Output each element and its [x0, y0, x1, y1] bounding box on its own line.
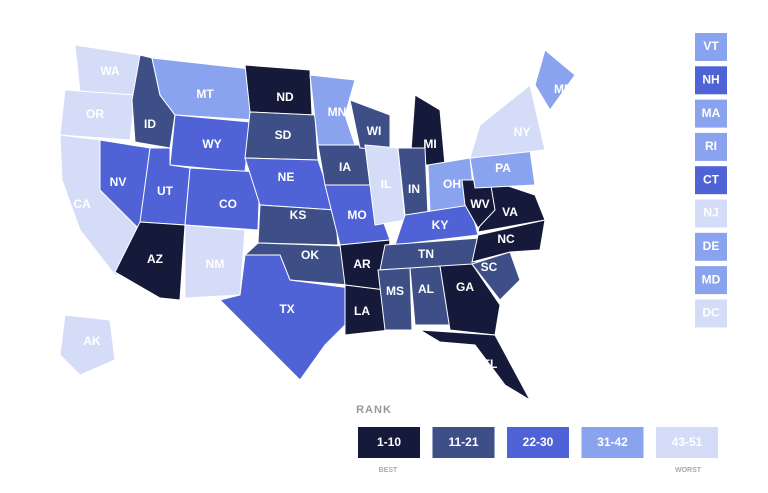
state-label: UT [157, 184, 174, 198]
state [257, 204, 339, 246]
small-state-label: RI [705, 139, 717, 153]
legend-swatch [358, 427, 420, 458]
state-label: MS [386, 284, 404, 298]
state [439, 263, 501, 336]
state-label: SD [275, 128, 292, 142]
state-label: FL [483, 357, 498, 371]
legend-worst: WORST [675, 467, 702, 474]
state [364, 144, 406, 226]
state-label: OR [86, 107, 104, 121]
state [309, 74, 356, 146]
state-label: NE [278, 170, 295, 184]
state-label: AL [418, 282, 434, 296]
state-label: CA [73, 197, 91, 211]
state-label: GA [456, 280, 474, 294]
state-label: NY [514, 125, 531, 139]
small-state-tile [695, 199, 727, 228]
state-label: ID [144, 117, 156, 131]
state-label: NM [206, 257, 225, 271]
legend-label: 43-51 [672, 435, 703, 449]
small-state-label: DC [702, 306, 720, 320]
state-label: MI [423, 137, 436, 151]
small-state-label: VT [703, 39, 719, 53]
state-label: IA [339, 160, 351, 174]
state-label: SC [481, 260, 498, 274]
small-state-label: DE [703, 239, 720, 253]
state-label: AK [83, 334, 101, 348]
small-state-tile [695, 99, 727, 128]
state-label: ND [276, 90, 294, 104]
state-label: WA [100, 64, 120, 78]
state [151, 57, 261, 121]
state [219, 254, 356, 381]
state-label: TX [279, 302, 294, 316]
state-label: IL [381, 177, 392, 191]
state-label: IN [408, 182, 420, 196]
state-label: CO [219, 197, 237, 211]
legend-label: 22-30 [523, 435, 554, 449]
state-label: WV [470, 197, 489, 211]
state-label: WY [202, 137, 221, 151]
small-state-tile [695, 132, 727, 161]
legend-swatch [432, 427, 495, 458]
small-state-tile [695, 33, 727, 61]
small-state-label: NJ [703, 206, 718, 220]
legend-label: 1-10 [377, 435, 401, 449]
state-label: KY [432, 218, 449, 232]
small-state-tile [695, 299, 727, 328]
state-label: NV [110, 175, 127, 189]
state [114, 221, 186, 301]
small-state-tile [695, 232, 727, 261]
state-label: MN [328, 105, 347, 119]
legend-swatch [507, 427, 569, 458]
state [534, 49, 576, 111]
state-label: ME [554, 82, 572, 96]
state-label: MO [347, 208, 366, 222]
state [184, 167, 261, 231]
state [469, 84, 546, 159]
state-label: PA [495, 161, 511, 175]
state-label: KS [290, 208, 307, 222]
legend-label: 11-21 [448, 435, 478, 449]
state-label: TN [418, 247, 434, 261]
small-state-label: MA [702, 106, 721, 120]
legend-swatch [656, 427, 718, 458]
state [59, 314, 116, 376]
legend-best: BEST [379, 467, 398, 474]
small-state-label: MD [702, 272, 721, 286]
small-state-tile [695, 66, 727, 95]
small-state-label: NH [702, 72, 719, 86]
small-state-label: CT [703, 172, 720, 186]
state-label: NC [497, 232, 515, 246]
legend-title: RANK [356, 404, 392, 416]
state-label: OK [301, 248, 319, 262]
small-state-tile [695, 266, 727, 295]
state-label: AR [353, 257, 371, 271]
legend-label: 31-42 [597, 435, 628, 449]
state-label: OH [443, 177, 461, 191]
state-label: VA [502, 205, 518, 219]
legend-swatch [581, 427, 644, 458]
state-label: AZ [147, 252, 163, 266]
state [419, 329, 532, 402]
state [377, 267, 413, 331]
state [471, 251, 521, 301]
small-state-tile [695, 166, 727, 195]
state [59, 89, 136, 141]
state-label: LA [354, 304, 370, 318]
state-label: MT [196, 87, 214, 101]
state-label: WI [367, 124, 382, 138]
